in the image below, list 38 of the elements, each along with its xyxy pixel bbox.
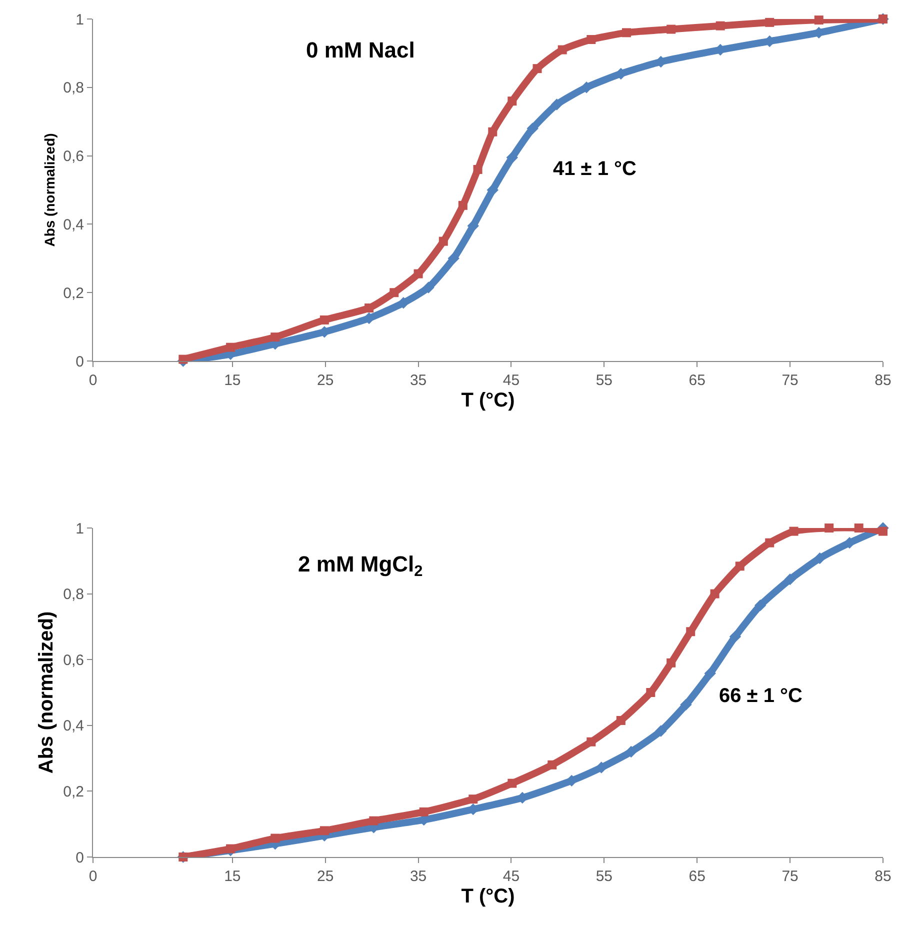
- x-tick-label: 25: [317, 868, 334, 885]
- x-tick-label: 25: [317, 372, 334, 389]
- x-tick-label: 55: [596, 868, 613, 885]
- y-tick-label: 0,4: [63, 216, 84, 234]
- x-tick-label: 35: [410, 372, 427, 389]
- x-tick-label: 45: [502, 868, 520, 885]
- x-tick-label: 15: [224, 372, 241, 389]
- x-axis-title: T (°C): [461, 886, 515, 908]
- y-tick-label: 0,4: [63, 718, 84, 735]
- y-tick-label: 0,6: [63, 148, 84, 166]
- annotation: 41 ± 1 °C: [553, 158, 636, 180]
- x-tick-label: 85: [874, 372, 892, 389]
- x-tick-label: 75: [782, 868, 798, 885]
- y-axis-title: Abs (normalized): [42, 133, 58, 247]
- text: 0 mM Nacl: [306, 37, 415, 62]
- y-axis-title: Abs (normalized): [36, 611, 58, 774]
- y-tick-label: 0,2: [63, 284, 84, 302]
- x-tick-label: 85: [874, 868, 892, 885]
- y-tick-label: 1: [76, 520, 84, 538]
- y-tick-label: 0,6: [63, 652, 84, 669]
- y-tick-label: 1: [76, 11, 84, 28]
- x-tick-label: 15: [224, 868, 241, 885]
- y-tick-label: 0,2: [63, 783, 84, 800]
- x-tick-label: 75: [782, 372, 798, 389]
- x-axis-title: T (°C): [461, 390, 515, 412]
- annotation: 66 ± 1 °C: [719, 685, 802, 707]
- x-tick-label: 45: [502, 372, 520, 389]
- y-tick-label: 0,8: [63, 586, 84, 604]
- text: 2 mM MgCl$_{2}$: [298, 551, 423, 580]
- y-tick-label: 0,8: [63, 80, 84, 97]
- x-tick-label: 0: [88, 868, 98, 885]
- x-tick-label: 35: [410, 868, 427, 885]
- x-tick-label: 0: [88, 372, 98, 389]
- x-tick-label: 65: [688, 372, 706, 389]
- y-tick-label: 0: [76, 353, 84, 370]
- x-tick-label: 55: [596, 372, 613, 389]
- y-tick-label: 0: [76, 849, 84, 866]
- x-tick-label: 65: [688, 868, 706, 885]
